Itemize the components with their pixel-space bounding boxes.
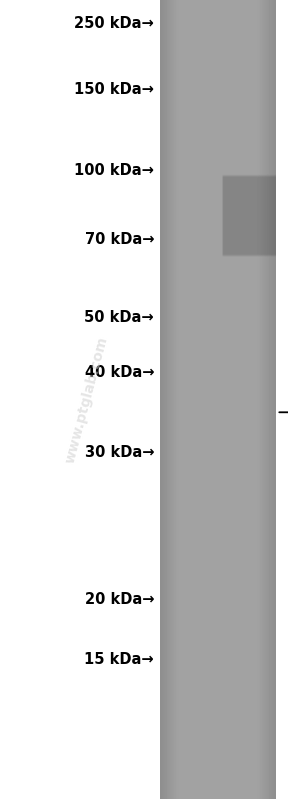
Text: 20 kDa→: 20 kDa→ (85, 592, 154, 606)
Text: 100 kDa→: 100 kDa→ (74, 163, 154, 177)
Text: www.ptglab.com: www.ptglab.com (63, 335, 110, 464)
Text: 50 kDa→: 50 kDa→ (84, 310, 154, 324)
Text: 150 kDa→: 150 kDa→ (74, 82, 154, 97)
Text: 40 kDa→: 40 kDa→ (85, 365, 154, 380)
Text: 15 kDa→: 15 kDa→ (84, 652, 154, 666)
Text: 30 kDa→: 30 kDa→ (85, 445, 154, 459)
Ellipse shape (183, 392, 240, 433)
Text: 70 kDa→: 70 kDa→ (85, 233, 154, 247)
Text: 250 kDa→: 250 kDa→ (74, 17, 154, 31)
